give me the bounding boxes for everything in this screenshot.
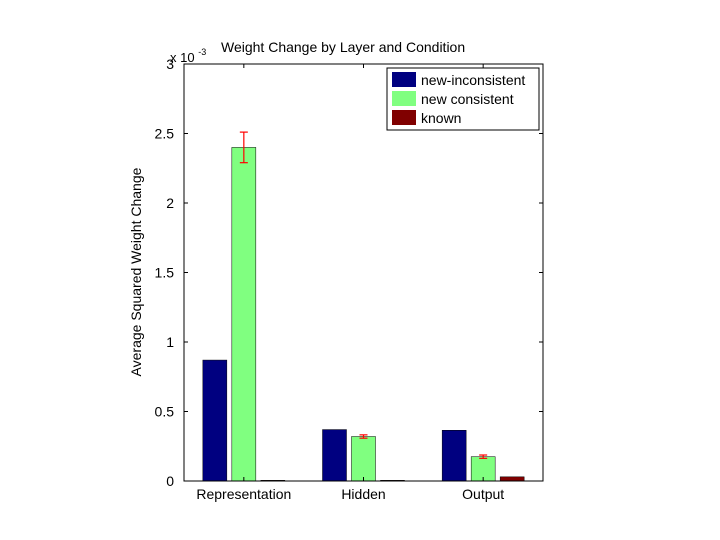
y-axis-scale-factor: x 10 -3 bbox=[170, 47, 206, 65]
chart-title: Weight Change by Layer and Condition bbox=[221, 39, 465, 55]
error-bar-representation bbox=[239, 131, 248, 164]
legend-swatch bbox=[392, 91, 416, 106]
bar-new-consistent-hidden bbox=[351, 436, 376, 482]
bar-new-inconsistent-hidden bbox=[322, 429, 347, 482]
legend-swatch bbox=[392, 110, 416, 125]
legend-items: new-inconsistent new consistent known bbox=[392, 72, 525, 126]
y-scale-base: x 10 bbox=[170, 50, 195, 65]
bar-new-inconsistent-representation bbox=[202, 359, 228, 482]
x-tick-label-output: Output bbox=[462, 486, 504, 502]
bar-known-output bbox=[499, 476, 525, 482]
bar-new-consistent-output bbox=[470, 456, 496, 482]
y-tick-label: 0.5 bbox=[155, 404, 175, 420]
y-tick-label: 2.5 bbox=[155, 126, 175, 142]
legend-label: new-inconsistent bbox=[421, 72, 525, 88]
bar-new-inconsistent-output bbox=[441, 430, 467, 482]
bars-layer bbox=[202, 147, 525, 482]
legend-label: known bbox=[421, 110, 461, 126]
error-bar-hidden bbox=[359, 434, 368, 439]
error-bars-layer bbox=[239, 131, 488, 459]
x-tick-label-representation: Representation bbox=[196, 486, 291, 502]
axis-ticks bbox=[184, 63, 543, 482]
legend-item-known: known bbox=[392, 110, 461, 126]
legend-item-new-inconsistent: new-inconsistent bbox=[392, 72, 525, 88]
y-scale-exponent: -3 bbox=[198, 47, 206, 57]
y-tick-label: 0 bbox=[166, 473, 174, 489]
y-tick-label: 3 bbox=[166, 56, 174, 72]
legend-swatch bbox=[392, 72, 416, 87]
y-tick-label: 1.5 bbox=[155, 265, 175, 281]
legend-item-new-consistent: new consistent bbox=[392, 91, 514, 107]
error-bar-output bbox=[479, 454, 488, 459]
y-tick-label: 2 bbox=[166, 195, 174, 211]
y-axis-label: Average Squared Weight Change bbox=[128, 167, 144, 376]
legend: new-inconsistent new consistent known bbox=[386, 67, 540, 131]
y-tick-labels: 0 0.5 1 1.5 2 2.5 3 bbox=[155, 56, 175, 489]
x-tick-label-hidden: Hidden bbox=[341, 486, 385, 502]
bar-new-consistent-representation bbox=[231, 147, 257, 482]
x-tick-labels: Representation Hidden Output bbox=[196, 486, 504, 502]
y-tick-label: 1 bbox=[166, 334, 174, 350]
legend-label: new consistent bbox=[421, 91, 514, 107]
